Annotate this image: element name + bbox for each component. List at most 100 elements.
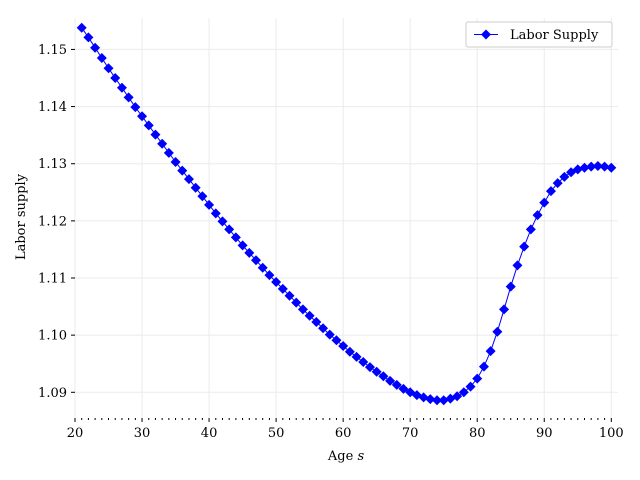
y-tick-label: 1.14	[38, 100, 67, 115]
data-point	[344, 346, 355, 357]
data-point	[532, 210, 543, 221]
data-point	[378, 371, 389, 382]
data-point	[277, 283, 288, 294]
x-axis-label-variable: s	[357, 449, 364, 464]
data-point	[358, 357, 369, 367]
data-point	[150, 129, 161, 140]
data-point	[552, 178, 563, 189]
x-tick-label: 90	[536, 426, 553, 441]
x-tick-label: 20	[67, 426, 84, 441]
data-point	[210, 208, 221, 219]
data-point	[264, 270, 275, 281]
data-point	[599, 161, 610, 172]
y-tick-label: 1.11	[38, 272, 67, 287]
x-tick-label: 50	[268, 426, 285, 441]
data-point	[123, 92, 134, 103]
data-point	[224, 224, 235, 235]
y-tick-label: 1.12	[38, 214, 67, 229]
data-point	[143, 120, 154, 131]
data-point	[304, 310, 315, 321]
data-point	[76, 22, 87, 33]
data-point	[177, 165, 188, 176]
data-point	[137, 111, 148, 122]
data-point	[586, 161, 597, 172]
data-point	[492, 326, 503, 337]
x-axis-label-text: Age	[327, 449, 354, 464]
data-point	[499, 304, 510, 315]
data-point	[485, 346, 496, 357]
data-point	[432, 395, 442, 406]
data-point	[505, 281, 516, 292]
x-tick-label: 60	[335, 426, 352, 441]
data-point	[465, 381, 476, 392]
data-point	[472, 373, 483, 384]
data-point	[244, 247, 255, 258]
data-point	[371, 366, 382, 377]
data-point	[170, 157, 181, 167]
data-point	[103, 63, 114, 74]
data-point	[539, 197, 550, 208]
data-point	[525, 224, 536, 235]
data-point	[204, 199, 215, 210]
data-point	[163, 147, 174, 158]
data-point	[257, 262, 268, 273]
data-point	[197, 191, 208, 202]
data-point	[291, 297, 302, 308]
data-point	[83, 32, 94, 43]
series-labor-supply	[76, 22, 617, 406]
data-point	[284, 290, 295, 301]
y-tick-label: 1.10	[38, 329, 67, 344]
x-axis-label: Age s	[327, 449, 365, 464]
data-point	[217, 216, 228, 227]
data-point	[271, 277, 282, 287]
data-point	[338, 341, 349, 351]
legend-marker	[481, 29, 491, 40]
x-tick-label: 80	[469, 426, 486, 441]
data-point	[318, 323, 329, 334]
y-tick-label: 1.13	[38, 157, 67, 172]
data-point	[545, 186, 556, 197]
data-point	[90, 42, 101, 53]
y-axis-label: Labor supply	[14, 173, 29, 260]
data-point	[452, 391, 463, 402]
data-point	[519, 241, 530, 252]
legend-box	[465, 21, 613, 48]
data-point	[398, 383, 409, 394]
data-point	[183, 174, 194, 185]
y-tick-label: 1.09	[38, 386, 67, 401]
data-point	[579, 162, 590, 173]
data-point	[251, 255, 261, 266]
data-point	[237, 240, 248, 251]
grid	[74, 18, 618, 418]
legend: Labor Supply	[465, 21, 613, 48]
y-tick-label: 1.15	[38, 43, 67, 58]
axes: 20 30 40 50 60 70 80 90 100 1.09 1.10 1.11 1.12 1.13 1…	[38, 43, 624, 441]
data-point	[559, 171, 570, 182]
x-tick-label: 30	[134, 426, 151, 441]
data-point	[331, 335, 342, 346]
data-point	[324, 329, 335, 340]
data-point	[478, 361, 489, 372]
legend-label: Labor Supply	[510, 28, 599, 43]
data-point	[385, 375, 396, 386]
x-tick-label: 100	[599, 426, 624, 441]
data-point	[110, 73, 121, 83]
data-point	[96, 53, 107, 63]
data-point	[297, 304, 308, 315]
data-point	[311, 317, 322, 327]
data-point	[230, 232, 241, 243]
data-point	[116, 82, 127, 93]
data-point	[157, 138, 168, 149]
data-point	[190, 182, 201, 193]
data-point	[425, 394, 436, 405]
data-point	[512, 260, 523, 271]
data-point	[606, 162, 617, 173]
data-point	[592, 161, 603, 171]
data-point	[391, 379, 402, 390]
data-point	[351, 351, 362, 362]
data-point	[364, 362, 375, 373]
data-point	[458, 387, 469, 398]
x-tick-label: 70	[402, 426, 419, 441]
